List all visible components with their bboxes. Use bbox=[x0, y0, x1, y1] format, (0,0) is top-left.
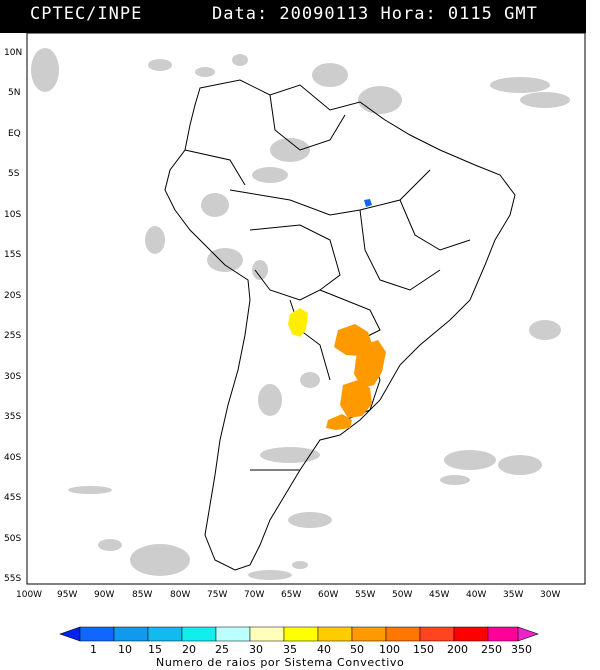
lon-label: 75W bbox=[207, 590, 227, 600]
colorbar-right-arrow bbox=[517, 626, 539, 642]
storm-cell-yellow bbox=[288, 308, 308, 337]
colorbar-label: 50 bbox=[350, 643, 364, 656]
lat-label: EQ bbox=[8, 129, 21, 139]
lon-label: 30W bbox=[540, 590, 560, 600]
colorbar-label: 200 bbox=[447, 643, 468, 656]
colorbar-swatch bbox=[453, 626, 489, 642]
plot-frame bbox=[26, 32, 586, 585]
country-borders bbox=[164, 79, 516, 571]
storm-cell-orange-4 bbox=[326, 414, 352, 430]
colorbar-swatch bbox=[351, 626, 387, 642]
lat-label: 25S bbox=[4, 331, 21, 341]
colorbar-swatch bbox=[487, 626, 519, 642]
colorbar-label: 20 bbox=[182, 643, 196, 656]
colorbar-label: 350 bbox=[511, 643, 532, 656]
lon-label: 55W bbox=[355, 590, 375, 600]
lat-label: 45S bbox=[4, 493, 21, 503]
lat-label: 10N bbox=[4, 48, 22, 58]
title-bar: CPTEC/INPE Data: 20090113 Hora: 0115 GMT bbox=[0, 0, 586, 33]
lon-label: 35W bbox=[503, 590, 523, 600]
colorbar-swatch bbox=[283, 626, 319, 642]
storm-cell-orange-2 bbox=[354, 340, 386, 388]
lat-label: 55S bbox=[4, 574, 21, 584]
lat-label: 30S bbox=[4, 372, 21, 382]
lon-label: 90W bbox=[94, 590, 114, 600]
colorbar-label: 1 bbox=[90, 643, 97, 656]
lat-label: 20S bbox=[4, 291, 21, 301]
storm-cell-orange-3 bbox=[340, 380, 372, 418]
lat-label: 40S bbox=[4, 453, 21, 463]
lon-label: 45W bbox=[429, 590, 449, 600]
colorbar-title: Numero de raios por Sistema Convectivo bbox=[156, 656, 404, 669]
colorbar-swatch bbox=[215, 626, 251, 642]
colorbar-label: 250 bbox=[481, 643, 502, 656]
storm-cell-blue bbox=[364, 199, 372, 207]
colorbar-label: 15 bbox=[148, 643, 162, 656]
colorbar-label: 100 bbox=[379, 643, 400, 656]
satellite-cloud-layer bbox=[31, 48, 570, 580]
colorbar-label: 40 bbox=[317, 643, 331, 656]
colorbar-label: 25 bbox=[215, 643, 229, 656]
lat-label: 5S bbox=[8, 169, 20, 179]
longitude-labels: 100W 95W 90W 85W 80W 75W 70W 65W 60W 55W… bbox=[16, 590, 560, 600]
lon-label: 100W bbox=[16, 590, 42, 600]
colorbar-left-arrow bbox=[59, 626, 81, 642]
colorbar-swatch bbox=[181, 626, 217, 642]
lon-label: 65W bbox=[281, 590, 301, 600]
lat-label: 10S bbox=[4, 210, 21, 220]
colorbar-label: 35 bbox=[283, 643, 297, 656]
colorbar: 1 10 15 20 25 30 35 40 50 100 150 200 25… bbox=[59, 626, 539, 669]
colorbar-swatch bbox=[249, 626, 285, 642]
colorbar-label: 150 bbox=[413, 643, 434, 656]
lat-label: 5N bbox=[8, 88, 20, 98]
lat-label: 50S bbox=[4, 534, 21, 544]
lat-label: 35S bbox=[4, 412, 21, 422]
colorbar-swatch bbox=[79, 626, 115, 642]
colorbar-swatch bbox=[419, 626, 455, 642]
lon-label: 80W bbox=[170, 590, 190, 600]
datetime-label: Data: 20090113 Hora: 0115 GMT bbox=[212, 4, 538, 24]
colorbar-swatch bbox=[147, 626, 183, 642]
colorbar-label: 30 bbox=[249, 643, 263, 656]
convective-systems bbox=[288, 199, 386, 430]
colorbar-swatch bbox=[113, 626, 149, 642]
lon-label: 60W bbox=[318, 590, 338, 600]
latitude-labels: 10N 5N EQ 5S 10S 15S 20S 25S 30S 35S 40S… bbox=[4, 48, 22, 584]
lon-label: 85W bbox=[132, 590, 152, 600]
lon-label: 95W bbox=[57, 590, 77, 600]
lon-label: 40W bbox=[466, 590, 486, 600]
colorbar-swatch bbox=[317, 626, 353, 642]
lon-label: 50W bbox=[392, 590, 412, 600]
colorbar-label: 10 bbox=[118, 643, 132, 656]
lon-label: 70W bbox=[244, 590, 264, 600]
source-label: CPTEC/INPE bbox=[30, 4, 143, 24]
colorbar-swatch bbox=[385, 626, 421, 642]
lat-label: 15S bbox=[4, 250, 21, 260]
